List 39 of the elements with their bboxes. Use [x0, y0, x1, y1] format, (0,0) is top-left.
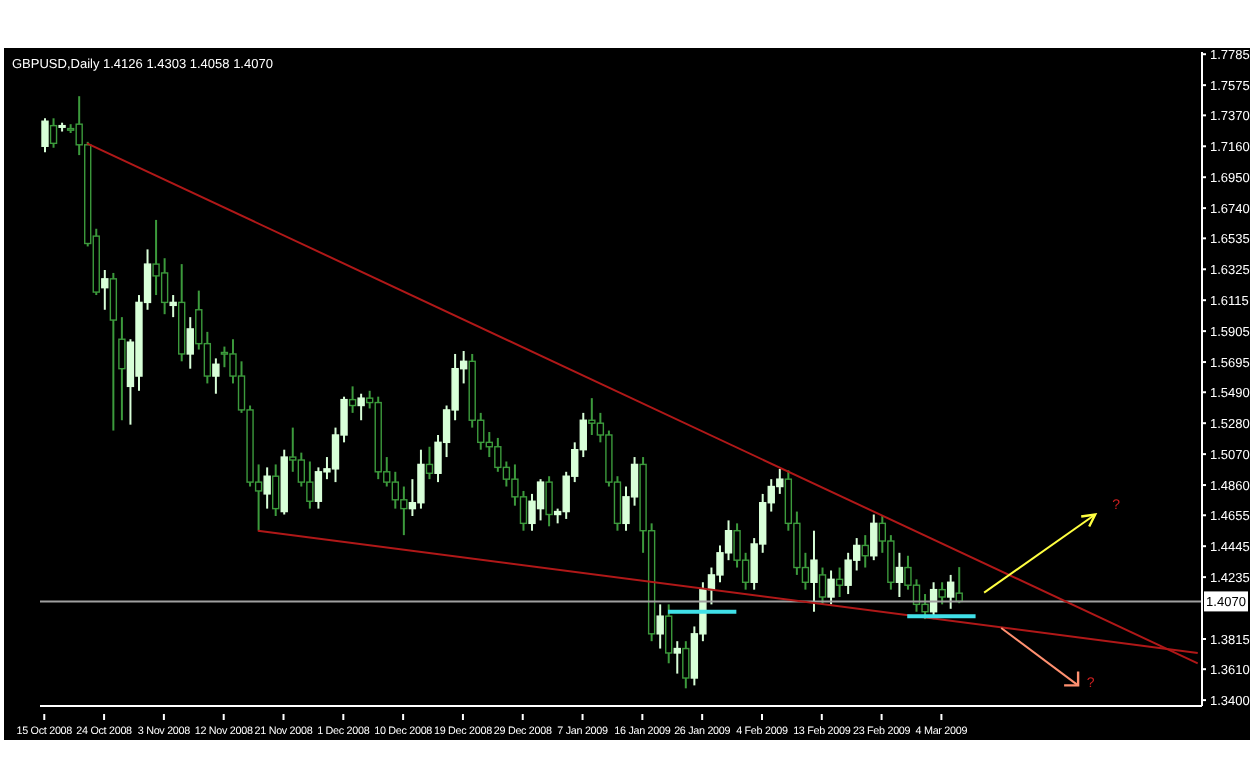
candlestick [818, 566, 827, 606]
candlestick [827, 569, 835, 606]
candlestick [682, 640, 690, 690]
candlestick [348, 385, 357, 414]
candlestick [263, 466, 271, 510]
candlestick [271, 463, 280, 517]
candlestick [545, 475, 553, 528]
candlestick [306, 460, 314, 510]
candlestick [536, 478, 545, 522]
candlestick [810, 529, 818, 613]
candlestick [186, 316, 194, 370]
candlestick [417, 448, 425, 510]
candlestick [665, 603, 673, 665]
candlestick [212, 357, 220, 395]
candlestick [844, 551, 852, 596]
candlestick [656, 603, 664, 650]
candlestick [220, 345, 229, 369]
candlestick [870, 513, 878, 562]
candlestick [169, 294, 177, 319]
candlestick [835, 566, 844, 598]
candlestick [118, 316, 126, 422]
candlestick [49, 117, 58, 149]
candlestick [391, 470, 400, 510]
candlestick [425, 445, 434, 481]
candlestick [895, 551, 904, 598]
candlestick [101, 269, 109, 311]
candlestick [41, 117, 49, 154]
candlestick [776, 467, 784, 495]
candlestick [673, 640, 681, 675]
candlestick [938, 581, 946, 606]
candlestick [588, 397, 596, 436]
candlestick [109, 271, 118, 432]
candlestick [357, 392, 365, 422]
candlestick [946, 573, 955, 610]
candlestick [160, 257, 169, 316]
candlestick [314, 466, 323, 510]
candlestick [861, 534, 869, 569]
candlestick [400, 485, 408, 537]
candlestick [152, 218, 160, 297]
